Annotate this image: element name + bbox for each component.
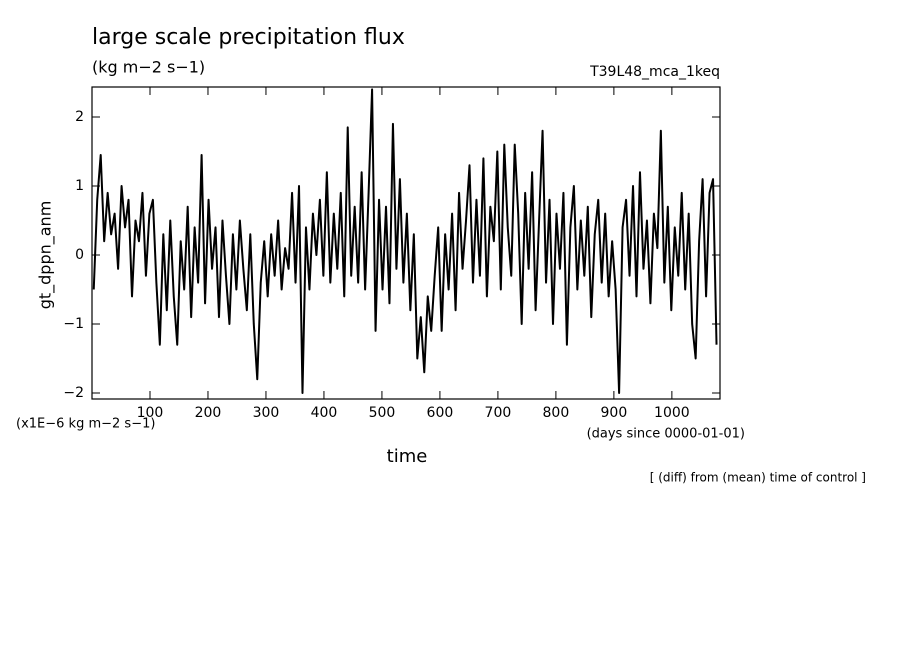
x-tick-label: 300 bbox=[253, 405, 280, 421]
x-tick-label: 400 bbox=[311, 405, 338, 421]
y-tick-label: −1 bbox=[63, 316, 84, 332]
x-tick-label: 200 bbox=[195, 405, 222, 421]
x-tick-label: 500 bbox=[369, 405, 396, 421]
y-tick-label: −2 bbox=[63, 385, 84, 401]
series-line bbox=[92, 88, 718, 394]
x-tick-label: 1000 bbox=[654, 405, 690, 421]
chart-subtitle: (kg m−2 s−1) bbox=[92, 58, 205, 77]
x-tick-label: 800 bbox=[543, 405, 570, 421]
x-tick-label: 700 bbox=[485, 405, 512, 421]
y-tick-label: 2 bbox=[75, 109, 84, 125]
y-tick-label: 1 bbox=[75, 178, 84, 194]
x-tick-label: 900 bbox=[601, 405, 628, 421]
x-axis-label: time bbox=[387, 446, 428, 467]
y-tick-label: 0 bbox=[75, 247, 84, 263]
x-unit: (days since 0000-01-01) bbox=[587, 427, 745, 442]
note: [ (diff) from (mean) time of control ] bbox=[650, 471, 866, 485]
x-tick-label: 100 bbox=[137, 405, 164, 421]
run-label: T39L48_mca_1keq bbox=[589, 64, 720, 80]
y-unit: (x1E−6 kg m−2 s−1) bbox=[16, 417, 155, 432]
y-axis-label: gt_dppn_anm bbox=[36, 201, 56, 310]
plot-frame bbox=[91, 86, 721, 400]
chart-title: large scale precipitation flux bbox=[92, 25, 405, 50]
x-tick-label: 600 bbox=[427, 405, 454, 421]
